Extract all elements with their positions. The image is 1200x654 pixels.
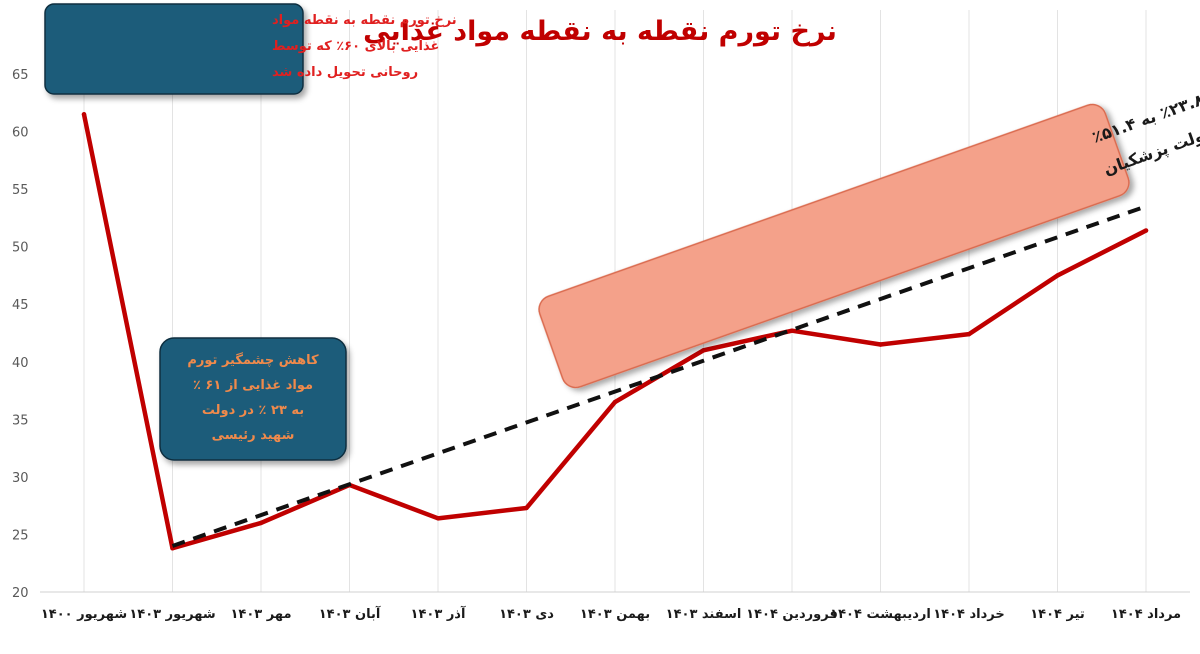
annotation-middle-line-3: به ۲۳ ٪ در دولت [202, 403, 304, 418]
y-tick-label: 45 [12, 298, 29, 313]
x-tick-label: شهریور ۱۴۰۰ [41, 607, 127, 622]
x-axis-ticks: شهریور ۱۴۰۰ شهریور ۱۴۰۳ مهر ۱۴۰۳ آبان ۱۴۰۳ آ… [41, 605, 1181, 622]
x-tick-label: دی ۱۴۰۳ [499, 607, 554, 622]
x-tick-label-text: مهر ۱۴۰۳ [231, 607, 292, 622]
y-tick-label: 40 [12, 356, 29, 371]
trendline-layer [171, 204, 1147, 548]
data-point [435, 516, 441, 521]
x-tick-label: خرداد ۱۴۰۴ [933, 607, 1005, 622]
x-tick-label-text: آذر ۱۴۰۳ [411, 605, 466, 622]
data-point [789, 328, 795, 333]
x-tick-label: شهریور ۱۴۰۳ [129, 607, 215, 622]
y-tick-label: 25 [12, 528, 29, 543]
y-tick-label: 30 [12, 471, 29, 486]
annotation-middle-line-4: شهید رئیسی [212, 428, 295, 443]
y-tick-label: 35 [12, 413, 29, 428]
x-tick-label-text: شهریور ۱۴۰۰ [41, 607, 127, 622]
x-tick-label: مهر ۱۴۰۳ [231, 607, 292, 622]
annotation-top-left: نرخ تورم نقطه به نقطه مواد غذایی بالای ۶… [44, 3, 457, 95]
x-tick-label-text: مرداد ۱۴۰۴ [1111, 607, 1181, 622]
y-axis-ticks: 20 25 30 35 40 45 50 55 60 65 [12, 68, 29, 601]
x-tick-label-text: فروردین ۱۴۰۴ [746, 607, 838, 622]
y-tick-label: 60 [12, 126, 29, 141]
x-tick-label-text: اردیبهشت ۱۴۰۴ [830, 607, 931, 622]
annotation-middle-line-2: مواد غذایی از ۶۱ ٪ [193, 378, 313, 393]
x-tick-label: اسفند ۱۴۰۳ [666, 607, 742, 622]
x-tick-label-text: خرداد ۱۴۰۴ [933, 607, 1005, 622]
data-point [1055, 273, 1060, 278]
y-tick-label: 55 [12, 183, 29, 198]
annotation-middle: کاهش چشمگیر تورم مواد غذایی از ۶۱ ٪ به ۲… [159, 337, 347, 461]
annotation-top-left-line-2: غذایی بالای ۶۰٪ که توسط [272, 39, 439, 54]
data-point [966, 331, 972, 337]
data-point [81, 112, 87, 117]
annotation-trend: افزایش نرخ تورم مواد غذایی از ۲۳.۸٪ به ۵… [538, 5, 1200, 389]
trendline [171, 204, 1147, 548]
x-tick-label: آذر ۱۴۰۳ [411, 605, 466, 622]
x-tick-label: فروردین ۱۴۰۴ [746, 607, 838, 622]
x-tick-label: آبان ۱۴۰۳ [319, 605, 381, 622]
x-tick-label-text: شهریور ۱۴۰۳ [129, 607, 215, 622]
x-tick-label: تیر ۱۴۰۴ [1030, 607, 1085, 622]
grid-lines [40, 10, 1190, 593]
annotation-middle-line-1: کاهش چشمگیر تورم [187, 352, 319, 368]
annotation-trend-line-1: افزایش نرخ تورم مواد غذایی از ۲۳.۸٪ به ۵… [1090, 5, 1200, 147]
annotation-top-left-line-3: روحانی تحویل داده شد [272, 65, 418, 80]
x-tick-label-text: دی ۱۴۰۳ [499, 607, 554, 622]
y-tick-label: 65 [12, 68, 29, 83]
x-tick-label: بهمن ۱۴۰۳ [580, 607, 650, 622]
annotation-top-left-line-1: نرخ تورم نقطه به نقطه مواد [272, 13, 457, 28]
x-tick-label-text: آبان ۱۴۰۳ [319, 605, 381, 622]
x-tick-label-text: بهمن ۱۴۰۳ [580, 607, 650, 622]
data-point [878, 342, 883, 347]
data-point [524, 505, 529, 511]
y-tick-label: 20 [12, 586, 29, 601]
data-point [1143, 228, 1149, 233]
x-tick-label: مرداد ۱۴۰۴ [1111, 607, 1181, 622]
x-tick-label-text: تیر ۱۴۰۴ [1030, 607, 1085, 622]
data-point [258, 520, 264, 526]
chart-title: نرخ تورم نقطه به نقطه مواد غذایی [363, 16, 837, 47]
x-tick-label-text: اسفند ۱۴۰۳ [666, 607, 742, 622]
data-point [701, 348, 706, 353]
data-point [612, 399, 618, 405]
y-tick-label: 50 [12, 241, 29, 256]
x-tick-label: اردیبهشت ۱۴۰۴ [830, 607, 931, 622]
